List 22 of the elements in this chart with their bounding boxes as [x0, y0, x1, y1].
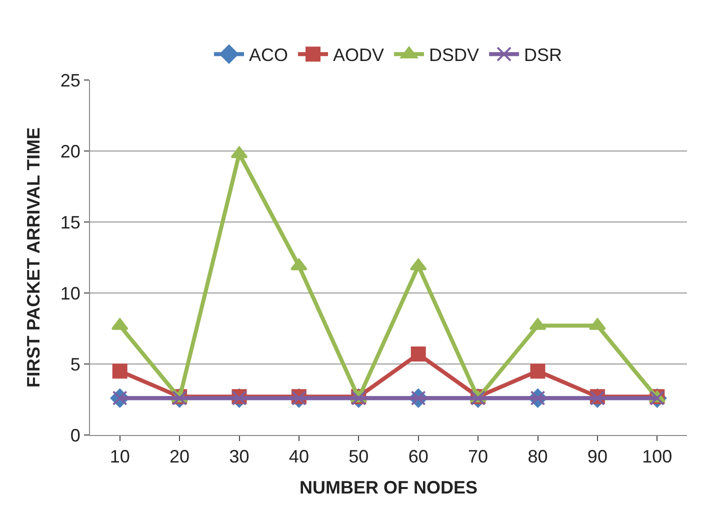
x-tick-label: 60 — [408, 446, 428, 467]
x-tick-label: 10 — [110, 446, 130, 467]
y-tick-label: 15 — [60, 212, 80, 232]
x-tick-label: 70 — [468, 446, 488, 467]
y-tick-label: 5 — [70, 354, 80, 374]
x-tick-label: 50 — [348, 446, 369, 467]
legend-label: DSDV — [429, 45, 480, 66]
x-axis-title: NUMBER OF NODES — [299, 478, 478, 498]
x-tick-label: 80 — [528, 446, 548, 467]
y-tick-label: 10 — [60, 283, 80, 304]
y-axis-title: FIRST PACKET ARRIVAL TIME — [24, 127, 44, 388]
y-tick-label: 20 — [60, 141, 80, 162]
legend-label: DSR — [524, 45, 562, 66]
x-tick-label: 90 — [587, 446, 608, 467]
y-tick-label: 25 — [60, 70, 80, 90]
y-tick-label: 0 — [70, 425, 80, 446]
legend-label: ACO — [249, 45, 288, 66]
legend-label: AODV — [333, 45, 384, 66]
x-tick-label: 30 — [229, 446, 250, 467]
x-tick-label: 20 — [170, 446, 190, 467]
x-tick-label: 40 — [288, 446, 309, 467]
x-tick-label: 100 — [642, 446, 672, 467]
